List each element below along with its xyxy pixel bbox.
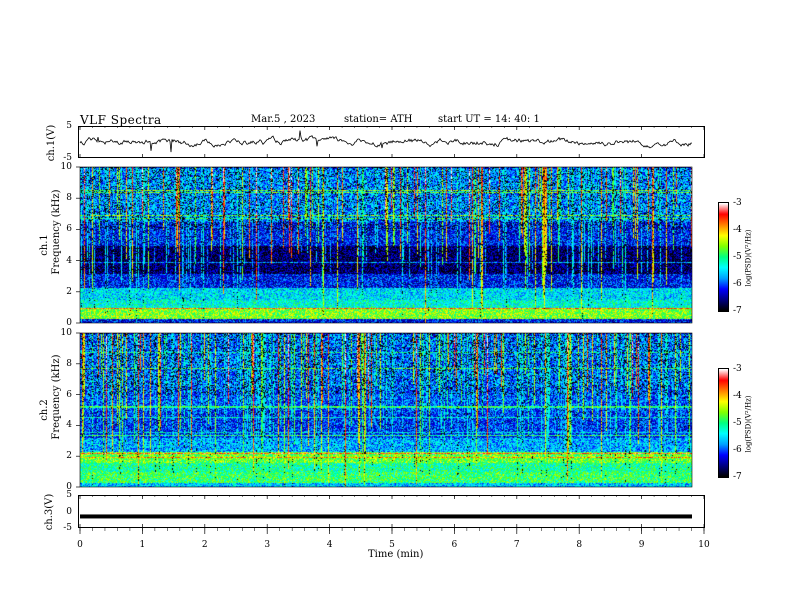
ch2-frequency-tick-label: 2 [66, 451, 72, 462]
x-tick-label: 10 [698, 540, 710, 550]
x-tick-label: 2 [201, 540, 208, 550]
ch1-colorbar [718, 202, 729, 312]
ch1-waveform-panel [78, 126, 705, 158]
start-time-label: start UT = 14: 40: 1 [438, 114, 540, 125]
ch1-spectrogram-frame [79, 166, 693, 324]
x-tick-label: 7 [513, 540, 520, 550]
x-tick-label: 0 [77, 540, 83, 550]
x-tick-label: 1 [139, 540, 146, 550]
ch1-ytick-label: 5 [66, 121, 72, 131]
colorbar-2-tick-label: -3 [733, 364, 742, 374]
ch3-ytick-label: -5 [63, 523, 72, 533]
ch3-waveform-trace [80, 514, 692, 519]
axis-ticks [76, 126, 705, 534]
ch2-spectrogram-ylabel-channel: ch.2 [39, 399, 50, 421]
x-tick-label: 6 [451, 540, 458, 550]
ch2-spectrogram-frame [79, 332, 693, 488]
ch1-frequency-tick-label: 2 [66, 286, 72, 297]
ch1-frequency-tick-label: 10 [60, 162, 72, 172]
colorbar-2-tick-label: -5 [733, 418, 742, 428]
ch2-frequency-tick-label: 4 [66, 420, 72, 431]
colorbar-1-tick-label: -6 [733, 279, 742, 289]
colorbar-1-tick-label: -5 [733, 252, 742, 262]
station-label: station= ATH [344, 114, 413, 125]
ch3-ytick-label: 5 [66, 490, 72, 500]
ch1-spectrogram [80, 167, 692, 323]
colorbar-2-tick-label: -7 [733, 472, 742, 482]
ch1-frequency-tick-label: 0 [66, 318, 72, 328]
ch2-frequency-tick-label: 8 [66, 358, 72, 369]
ch3-waveform-line [80, 514, 692, 519]
ch3-ytick-label: 0 [66, 506, 72, 517]
x-tick-label: 3 [264, 540, 271, 550]
x-tick-label: 4 [326, 540, 333, 550]
ch2-frequency-tick-label: 0 [66, 482, 72, 492]
ch2-frequency-tick-label: 6 [66, 389, 72, 400]
ch1-ytick-label: -5 [63, 153, 72, 163]
ch2-colorbar [718, 368, 729, 478]
x-tick-label: 5 [389, 540, 395, 550]
ch2-colorbar-label: log(PSD)(V²/Hz) [744, 395, 753, 453]
ch1-frequency-tick-label: 6 [66, 224, 72, 235]
ch1-frequency-tick-label: 8 [66, 193, 72, 204]
x-axis-label: Time (min) [368, 549, 424, 560]
date-label: Mar.5 , 2023 [251, 114, 316, 125]
ch1-colorbar-label: log(PSD)(V²/Hz) [744, 229, 753, 287]
colorbar-1-tick-label: -7 [733, 306, 742, 316]
colorbar-1-tick-label: -3 [733, 198, 742, 208]
chart-title: VLF Spectra [80, 113, 162, 127]
colorbar-2-tick-label: -4 [733, 391, 742, 401]
ch1-waveform-path [79, 130, 693, 153]
colorbar-2-tick-label: -6 [733, 445, 742, 455]
colorbar-1-tick-label: -4 [733, 225, 742, 235]
x-tick-label: 8 [576, 540, 583, 550]
ch2-frequency-tick-label: 10 [60, 328, 72, 338]
ch2-spectrogram [80, 333, 692, 487]
ch1-waveform-line [79, 130, 693, 153]
ch1-frequency-tick-label: 4 [66, 255, 72, 266]
ch3-waveform-panel [78, 495, 705, 528]
x-tick-label: 9 [638, 540, 645, 550]
ch1-spectrogram-ylabel-channel: ch.1 [39, 234, 50, 256]
